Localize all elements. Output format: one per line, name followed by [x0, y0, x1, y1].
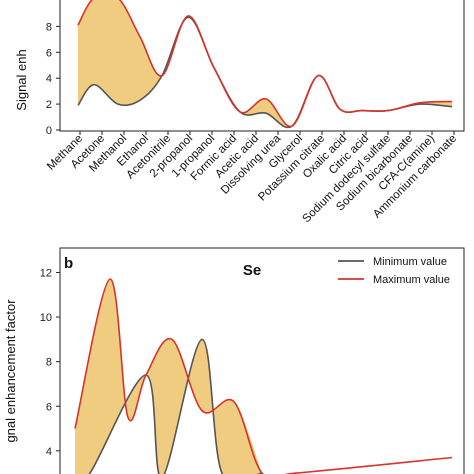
legend-maximum-label: Maximum value: [373, 274, 450, 286]
panel-a-y-tick-label: 8: [46, 21, 52, 33]
panel-a-y-ticks: 0 2 4 6 8: [46, 21, 60, 137]
panel-b-range-fill: [75, 279, 262, 474]
panel-a: Signal enh 0 2 4 6 8 MethaneAcetoneMethanolE…: [14, 0, 465, 225]
panel-b-title: Se: [243, 262, 261, 279]
panel-a-range-fill: [78, 0, 452, 128]
legend-minimum-label: Minimum value: [373, 256, 447, 268]
panel-b-minimum-line: [88, 338, 263, 474]
panel-b-y-tick-label: 4: [46, 446, 52, 458]
panel-b-letter: b: [64, 255, 73, 272]
panel-b-ylabel: gnal enhancement factor: [3, 299, 18, 443]
panel-a-y-tick-label: 0: [46, 125, 52, 137]
panel-a-y-tick-label: 2: [46, 99, 52, 111]
panel-a-y-tick-label: 6: [46, 47, 52, 59]
panel-a-x-ticks: [79, 131, 455, 135]
panel-b-maximum-line: [74, 278, 453, 474]
panel-a-frame: [59, 0, 465, 132]
panel-b-y-tick-label: 6: [46, 401, 52, 413]
panel-b-y-tick-label: 8: [46, 357, 52, 369]
panel-a-category-labels: MethaneAcetoneMethanolEthanolAcetonitril…: [45, 132, 459, 225]
panel-a-y-tick-label: 4: [46, 73, 52, 85]
panel-a-ylabel: Signal enh: [14, 49, 29, 110]
panel-b: gnal enhancement factor 4 6 8 10 12 b Se Min…: [3, 247, 465, 474]
panel-b-legend: Minimum value Maximum value: [338, 256, 450, 286]
panel-b-frame: [59, 247, 465, 474]
panel-b-y-tick-label: 12: [40, 267, 52, 279]
panel-b-y-ticks: 4 6 8 10 12: [40, 267, 60, 458]
panel-a-maximum-line: [77, 0, 453, 127]
panel-b-y-tick-label: 10: [40, 312, 52, 324]
